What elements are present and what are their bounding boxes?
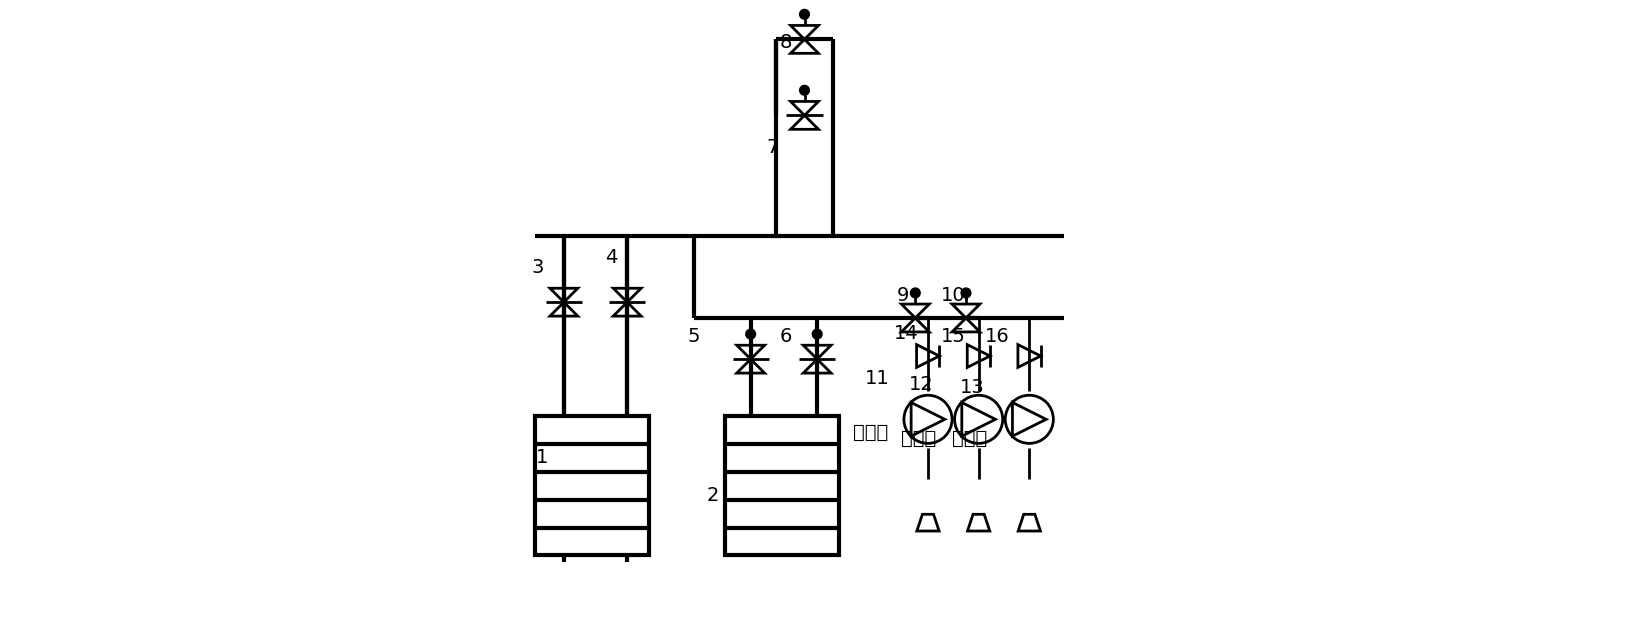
Text: 16: 16 — [985, 328, 1010, 347]
Circle shape — [800, 86, 809, 95]
Text: 7: 7 — [766, 137, 779, 156]
Text: 9: 9 — [896, 286, 909, 305]
Polygon shape — [1018, 515, 1041, 531]
Polygon shape — [917, 515, 939, 531]
Text: 5: 5 — [687, 328, 700, 347]
Text: 4: 4 — [604, 248, 618, 267]
Text: 13: 13 — [960, 378, 985, 397]
Circle shape — [800, 10, 809, 18]
Text: 14: 14 — [893, 324, 917, 343]
Polygon shape — [967, 515, 990, 531]
Text: 8: 8 — [779, 33, 792, 52]
Circle shape — [746, 330, 754, 338]
Text: 排气口: 排气口 — [901, 429, 935, 448]
Text: 3: 3 — [530, 258, 544, 277]
Bar — [535, 416, 649, 555]
Text: 10: 10 — [940, 286, 965, 305]
Bar — [725, 416, 840, 555]
Text: 2: 2 — [707, 486, 718, 505]
Text: 6: 6 — [779, 328, 792, 347]
Circle shape — [962, 289, 970, 297]
Text: 排气口: 排气口 — [853, 422, 889, 441]
Circle shape — [911, 289, 919, 297]
Text: 1: 1 — [535, 448, 548, 467]
Text: 15: 15 — [940, 328, 965, 347]
Text: 排气口: 排气口 — [952, 429, 987, 448]
Circle shape — [814, 330, 822, 338]
Text: 12: 12 — [909, 375, 934, 394]
Text: 11: 11 — [865, 369, 889, 388]
